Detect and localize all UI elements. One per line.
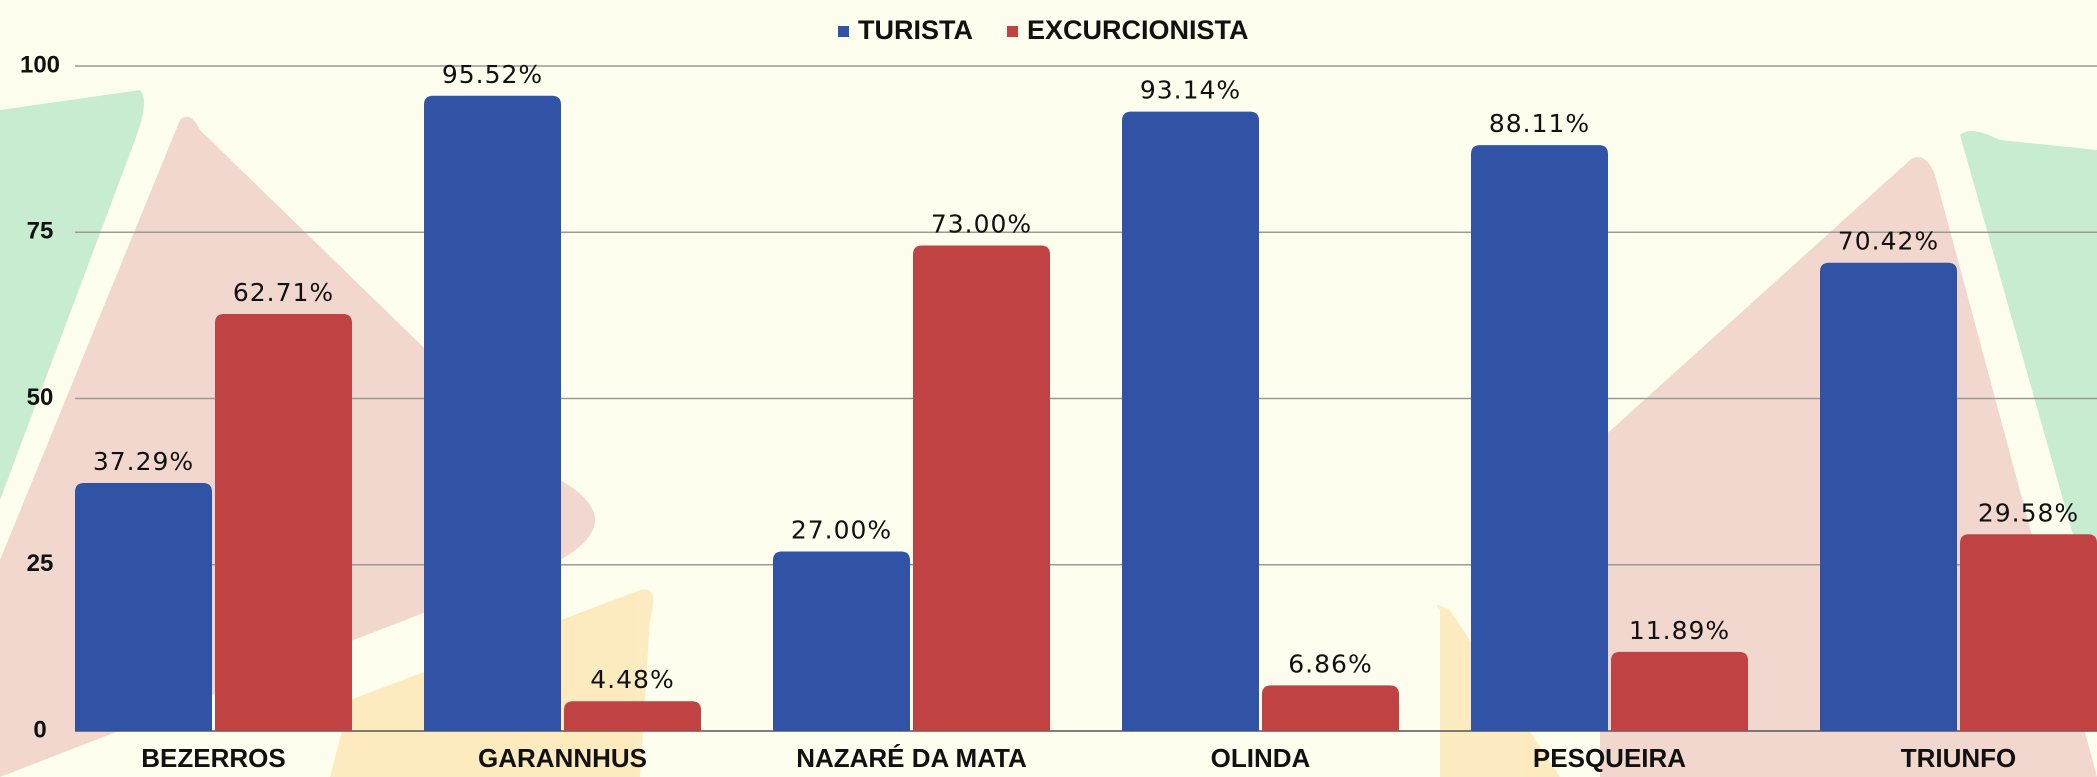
value-label: 4.48% (590, 665, 674, 694)
y-tick-label: 75 (27, 218, 54, 245)
y-tick-label: 0 (33, 716, 46, 743)
value-label: 11.89% (1629, 616, 1730, 645)
value-label: 29.58% (1978, 498, 2079, 527)
bar (1262, 685, 1399, 731)
bar (215, 314, 352, 731)
bar (564, 701, 701, 731)
bar (75, 483, 212, 731)
y-tick-label: 25 (27, 550, 54, 577)
bar (1960, 534, 2097, 731)
x-tick-label: BEZERROS (141, 743, 285, 773)
bar (424, 96, 561, 731)
bar (1611, 652, 1748, 731)
x-tick-label: PESQUEIRA (1533, 743, 1686, 773)
legend: TURISTA EXCURCIONISTA (838, 15, 1249, 45)
value-label: 95.52% (442, 60, 543, 89)
x-tick-label: OLINDA (1211, 743, 1311, 773)
value-label: 37.29% (93, 447, 194, 476)
bar (1122, 112, 1259, 731)
bar (1471, 145, 1608, 731)
value-label: 27.00% (791, 515, 892, 544)
y-tick-label: 50 (27, 384, 54, 411)
value-label: 62.71% (233, 278, 334, 307)
value-label: 6.86% (1288, 649, 1372, 678)
bar (913, 246, 1050, 731)
bar (1820, 263, 1957, 731)
legend-label: EXCURCIONISTA (1027, 15, 1249, 45)
x-tick-label: GARANNHUS (478, 743, 647, 773)
bar (773, 551, 910, 731)
x-tick-label: NAZARÉ DA MATA (796, 743, 1027, 773)
legend-swatch (838, 26, 849, 37)
y-tick-label: 100 (20, 51, 60, 78)
legend-swatch (1007, 26, 1018, 37)
value-label: 88.11% (1489, 109, 1590, 138)
x-tick-label: TRIUNFO (1901, 743, 2017, 773)
legend-label: TURISTA (858, 15, 973, 45)
value-label: 73.00% (931, 210, 1032, 239)
value-label: 70.42% (1838, 227, 1939, 256)
value-label: 93.14% (1140, 76, 1241, 105)
chart: TURISTA EXCURCIONISTA 0 25 50 75 100 BEZERROS 3… (0, 0, 2097, 777)
